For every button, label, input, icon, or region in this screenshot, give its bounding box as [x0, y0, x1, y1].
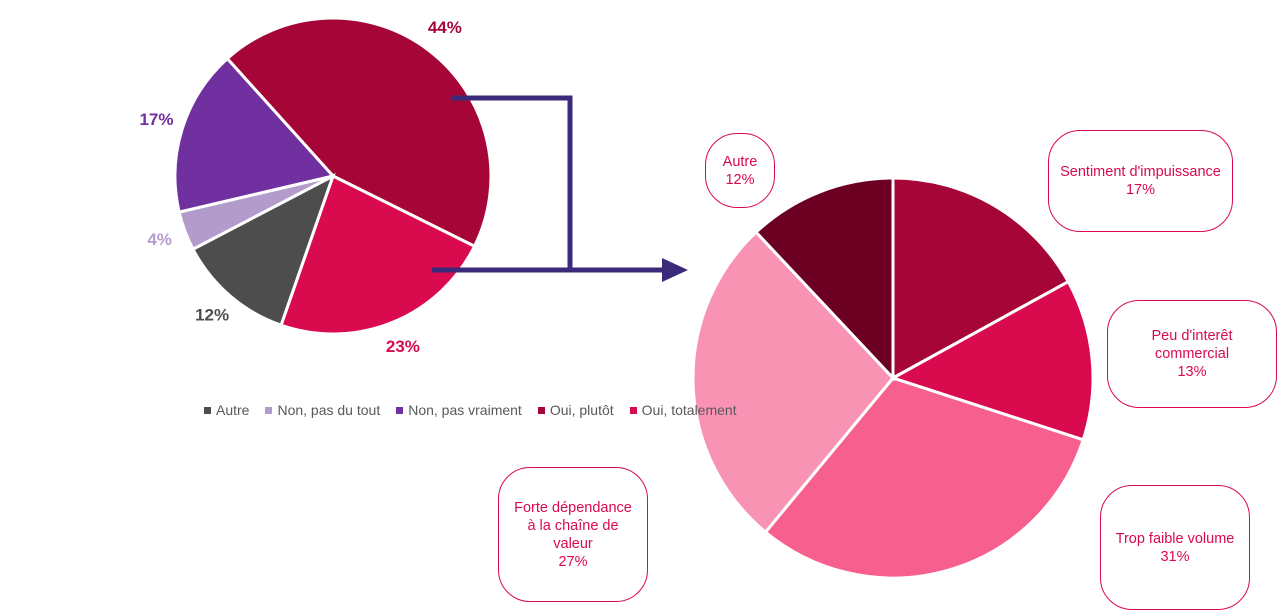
legend-label: Autre	[216, 402, 250, 418]
callout: Sentiment d'impuissance 17%	[1048, 130, 1233, 232]
callout-value: 27%	[558, 553, 588, 570]
legend-label: Non, pas vraiment	[408, 402, 522, 418]
legend-swatch	[396, 406, 404, 414]
legend-swatch	[537, 406, 545, 414]
legend-item: Non, pas vraiment	[396, 402, 522, 418]
pie-slice	[279, 173, 477, 336]
legend-swatch	[265, 406, 273, 414]
pie-slice	[763, 376, 1086, 580]
pie-slice	[889, 279, 1095, 442]
legend-swatch	[204, 406, 211, 414]
arrow-head	[662, 258, 688, 282]
callout-value: 31%	[1160, 548, 1190, 565]
callout-category: Sentiment d'impuissance	[1060, 164, 1221, 180]
legend-swatch	[629, 406, 637, 414]
data-label: 4%	[147, 230, 172, 249]
legend-item: Non, pas du tout	[265, 402, 380, 418]
data-label: 17%	[139, 110, 173, 129]
connector	[452, 95, 665, 273]
pie-slice	[173, 56, 336, 214]
callout: Peu d'interêt commercial 13%	[1107, 300, 1277, 408]
data-label: 44%	[428, 18, 462, 37]
callout-category: Peu d'interêt commercial	[1151, 328, 1233, 362]
data-label: 23%	[386, 337, 420, 356]
callout-value: 17%	[1125, 182, 1156, 198]
pie-slice	[891, 176, 1071, 381]
callout-category: Forte dépendance à la chaîne de valeur	[514, 499, 632, 552]
callout-value: 12%	[725, 171, 755, 188]
pie-2	[691, 176, 1095, 580]
legend-label: Oui, totalement	[641, 402, 737, 418]
legend: Autre Non, pas du tout Non, pas vraiment Ou…	[204, 402, 737, 418]
legend-item: Oui, totalement	[629, 402, 737, 418]
legend-item: Oui, plutôt	[537, 402, 614, 418]
callout-category: Autre	[722, 153, 758, 170]
pie-1: 44% 23% 12% 4% 17%	[139, 16, 493, 356]
callout: Autre 12%	[705, 133, 775, 208]
pie-slice	[753, 176, 895, 382]
legend-item: Autre	[204, 402, 249, 418]
data-label: 12%	[195, 306, 229, 325]
legend-label: Non, pas du tout	[277, 402, 381, 418]
callout: Trop faible volume 31%	[1100, 485, 1250, 610]
pie-slice	[691, 230, 895, 535]
callout-category: Trop faible volume	[1115, 530, 1235, 547]
callout: Forte dépendance à la chaîne de valeur 27…	[498, 467, 648, 602]
legend-label: Oui, plutôt	[549, 402, 614, 418]
pie-slice	[190, 172, 336, 328]
pie-slice	[225, 16, 493, 249]
callout-value: 13%	[1177, 364, 1207, 380]
